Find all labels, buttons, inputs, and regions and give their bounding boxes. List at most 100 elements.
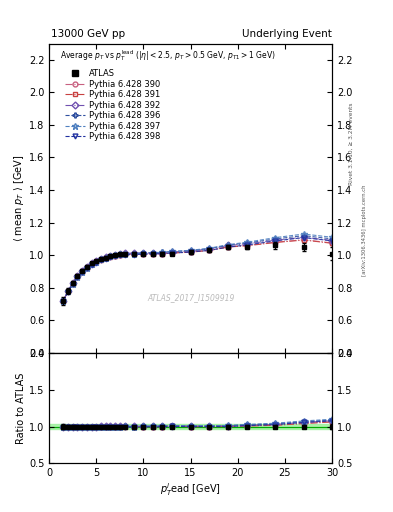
Pythia 6.428 396 xyxy=(84,265,89,271)
Pythia 6.428 398 xyxy=(113,253,118,259)
Pythia 6.428 398 xyxy=(330,238,334,244)
Line: Pythia 6.428 390: Pythia 6.428 390 xyxy=(61,237,334,303)
Pythia 6.428 392 xyxy=(118,251,122,257)
Pythia 6.428 397 xyxy=(207,245,212,251)
Pythia 6.428 391 xyxy=(113,252,118,259)
Pythia 6.428 390 xyxy=(118,251,122,258)
Pythia 6.428 398 xyxy=(94,260,99,266)
Pythia 6.428 396 xyxy=(273,236,278,242)
Pythia 6.428 396 xyxy=(301,232,306,239)
Text: Average $p_T$ vs $p_T^{\rm lead}$ ($|\eta| < 2.5$, $p_T > 0.5$ GeV, $p_{T1} > 1$: Average $p_T$ vs $p_T^{\rm lead}$ ($|\et… xyxy=(61,48,276,63)
Pythia 6.428 392 xyxy=(160,249,165,255)
Pythia 6.428 396 xyxy=(89,261,94,267)
Pythia 6.428 390 xyxy=(301,237,306,243)
Pythia 6.428 392 xyxy=(103,254,108,260)
Pythia 6.428 396 xyxy=(66,288,70,294)
Pythia 6.428 390 xyxy=(273,239,278,245)
Line: Pythia 6.428 396: Pythia 6.428 396 xyxy=(61,233,334,303)
Pythia 6.428 398 xyxy=(70,281,75,287)
Pythia 6.428 391 xyxy=(188,249,193,255)
Pythia 6.428 398 xyxy=(66,289,70,295)
Pythia 6.428 391 xyxy=(66,288,70,294)
Pythia 6.428 392 xyxy=(94,258,99,264)
Pythia 6.428 390 xyxy=(245,242,250,248)
Pythia 6.428 398 xyxy=(169,250,174,256)
Pythia 6.428 397 xyxy=(160,249,165,255)
Pythia 6.428 398 xyxy=(103,255,108,262)
Pythia 6.428 392 xyxy=(226,242,231,248)
Pythia 6.428 398 xyxy=(151,251,155,257)
Text: 13000 GeV pp: 13000 GeV pp xyxy=(51,29,125,39)
Pythia 6.428 398 xyxy=(188,249,193,255)
Pythia 6.428 397 xyxy=(84,265,89,271)
Pythia 6.428 390 xyxy=(151,250,155,257)
Pythia 6.428 391 xyxy=(160,251,165,257)
Pythia 6.428 396 xyxy=(151,250,155,256)
Pythia 6.428 396 xyxy=(122,251,127,257)
Pythia 6.428 398 xyxy=(80,269,84,275)
Text: Underlying Event: Underlying Event xyxy=(242,29,332,39)
Line: Pythia 6.428 397: Pythia 6.428 397 xyxy=(60,231,335,304)
Pythia 6.428 391 xyxy=(273,240,278,246)
Legend: ATLAS, Pythia 6.428 390, Pythia 6.428 391, Pythia 6.428 392, Pythia 6.428 396, P: ATLAS, Pythia 6.428 390, Pythia 6.428 39… xyxy=(64,69,160,141)
Pythia 6.428 391 xyxy=(108,253,113,260)
Pythia 6.428 392 xyxy=(207,246,212,252)
Pythia 6.428 390 xyxy=(80,268,84,274)
Pythia 6.428 390 xyxy=(103,254,108,261)
Pythia 6.428 398 xyxy=(108,254,113,260)
Pythia 6.428 390 xyxy=(207,247,212,253)
Pythia 6.428 390 xyxy=(141,251,146,257)
Text: ATLAS_2017_I1509919: ATLAS_2017_I1509919 xyxy=(147,293,234,302)
Pythia 6.428 396 xyxy=(141,250,146,257)
Pythia 6.428 392 xyxy=(99,255,103,262)
Pythia 6.428 392 xyxy=(330,238,334,244)
Pythia 6.428 397 xyxy=(80,269,84,275)
Pythia 6.428 396 xyxy=(61,297,66,304)
Pythia 6.428 397 xyxy=(94,259,99,265)
Pythia 6.428 397 xyxy=(66,288,70,294)
Pythia 6.428 398 xyxy=(75,274,80,281)
Pythia 6.428 391 xyxy=(75,273,80,280)
Bar xyxy=(49,423,332,430)
Pythia 6.428 397 xyxy=(141,250,146,256)
Pythia 6.428 392 xyxy=(132,250,136,256)
Pythia 6.428 397 xyxy=(70,281,75,287)
Pythia 6.428 390 xyxy=(61,297,66,304)
Pythia 6.428 390 xyxy=(122,251,127,257)
Line: Pythia 6.428 398: Pythia 6.428 398 xyxy=(61,235,334,303)
Pythia 6.428 390 xyxy=(169,250,174,256)
Pythia 6.428 392 xyxy=(61,297,66,304)
Pythia 6.428 397 xyxy=(188,247,193,253)
Pythia 6.428 391 xyxy=(89,261,94,267)
Text: [arXiv:1306.3436] mcplots.cern.ch: [arXiv:1306.3436] mcplots.cern.ch xyxy=(362,185,367,276)
Pythia 6.428 391 xyxy=(301,237,306,243)
Pythia 6.428 397 xyxy=(61,297,66,304)
Pythia 6.428 390 xyxy=(160,250,165,257)
Pythia 6.428 391 xyxy=(122,251,127,258)
Pythia 6.428 398 xyxy=(273,238,278,244)
Pythia 6.428 398 xyxy=(226,244,231,250)
Pythia 6.428 391 xyxy=(103,255,108,261)
Pythia 6.428 390 xyxy=(70,280,75,286)
X-axis label: $p_T^l$ead [GeV]: $p_T^l$ead [GeV] xyxy=(160,481,221,498)
Pythia 6.428 396 xyxy=(103,254,108,261)
Pythia 6.428 391 xyxy=(151,251,155,257)
Pythia 6.428 396 xyxy=(226,242,231,248)
Pythia 6.428 391 xyxy=(84,265,89,271)
Pythia 6.428 398 xyxy=(245,242,250,248)
Pythia 6.428 392 xyxy=(66,288,70,294)
Pythia 6.428 391 xyxy=(226,244,231,250)
Pythia 6.428 398 xyxy=(141,251,146,257)
Pythia 6.428 397 xyxy=(245,239,250,245)
Pythia 6.428 392 xyxy=(75,272,80,279)
Pythia 6.428 391 xyxy=(330,240,334,246)
Pythia 6.428 396 xyxy=(113,252,118,259)
Pythia 6.428 390 xyxy=(330,240,334,246)
Pythia 6.428 390 xyxy=(66,288,70,294)
Pythia 6.428 398 xyxy=(99,257,103,263)
Pythia 6.428 398 xyxy=(301,234,306,241)
Pythia 6.428 391 xyxy=(141,251,146,257)
Pythia 6.428 392 xyxy=(151,250,155,256)
Pythia 6.428 391 xyxy=(169,250,174,256)
Pythia 6.428 397 xyxy=(226,242,231,248)
